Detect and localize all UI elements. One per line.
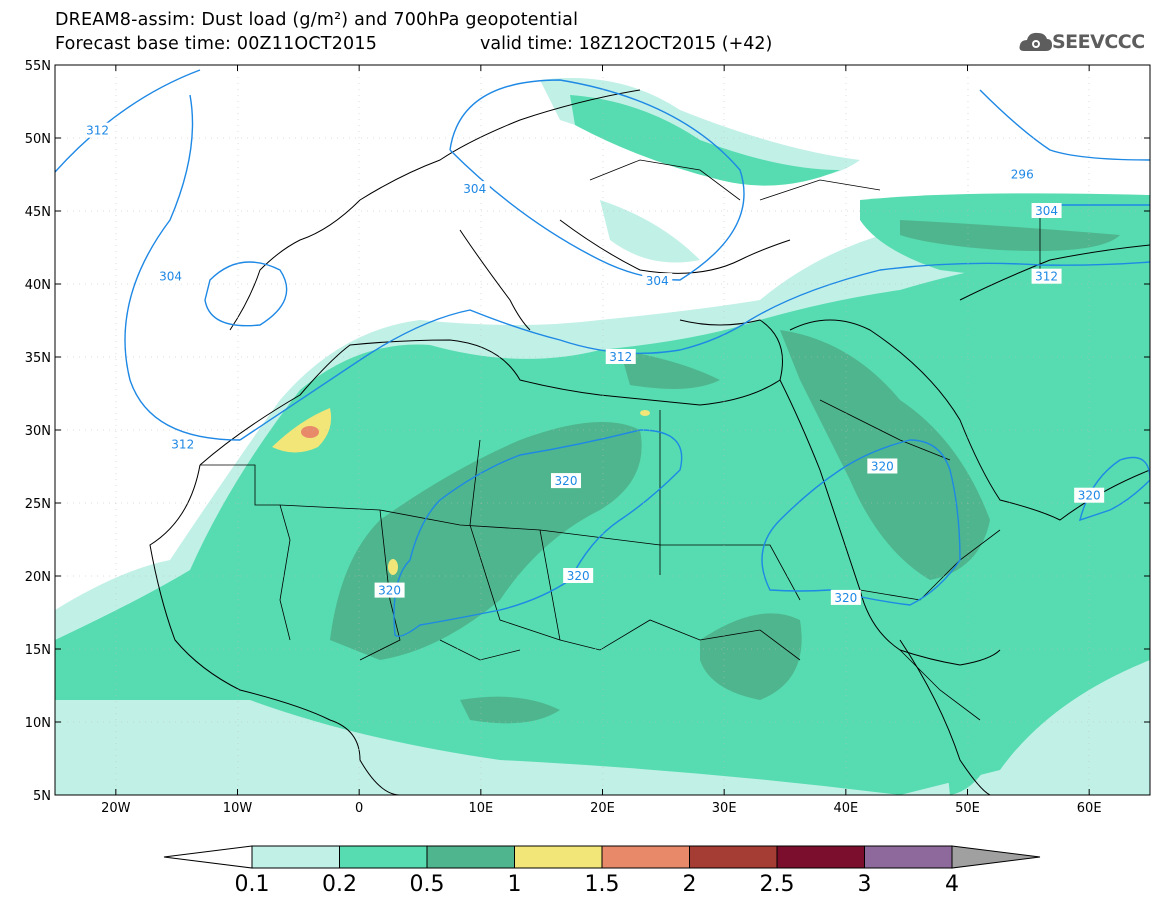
lat-tick-label: 10N <box>25 716 51 731</box>
contour-label: 312 <box>171 438 194 452</box>
contour-label-box <box>1074 487 1105 503</box>
contour-label-box <box>459 181 490 197</box>
lon-tick-label: 30E <box>712 801 737 816</box>
colorbar-segment <box>514 845 603 869</box>
longitude-axis: 20W 10W 0 10E 20E 30E 40E 50E 60E <box>101 65 1102 816</box>
colorbar-segment <box>689 845 778 869</box>
lat-tick-label: 30N <box>25 424 51 439</box>
map-title: DREAM8-assim: Dust load (g/m²) and 700hP… <box>55 10 579 30</box>
contour-label-box <box>155 268 186 284</box>
contour-label: 320 <box>1078 489 1101 503</box>
contour-label-box <box>374 582 405 598</box>
contour-label: 320 <box>378 584 401 598</box>
contour-label: 320 <box>555 474 578 488</box>
colorbar-segment <box>339 845 428 869</box>
colorbar-label: 1.5 <box>585 872 620 897</box>
colorbar-segment <box>601 845 690 869</box>
lat-tick-label: 55N <box>25 59 51 74</box>
logo-text: SEEVCCC <box>1052 31 1145 53</box>
lat-tick-label: 45N <box>25 205 51 220</box>
forecast-base-time: Forecast base time: 00Z11OCT2015 <box>55 34 378 54</box>
lat-tick-label: 15N <box>25 643 51 658</box>
contour-label-box <box>830 589 861 605</box>
contour-label: 320 <box>834 591 857 605</box>
lon-tick-label: 0 <box>355 801 363 816</box>
colorbar-lower-arrow <box>163 845 253 869</box>
contour-label-box <box>167 436 198 452</box>
lon-tick-label: 40E <box>833 801 858 816</box>
contour-label: 304 <box>159 270 182 284</box>
lat-tick-label: 5N <box>33 789 51 804</box>
colorbar-label: 2 <box>683 872 697 897</box>
contour-label: 312 <box>609 350 632 364</box>
contour-label: 304 <box>646 274 669 288</box>
colorbar-segment <box>251 845 340 869</box>
cloud-gear-icon <box>1019 32 1052 51</box>
colorbar-upper-arrow <box>951 845 1041 869</box>
contour-label-box <box>551 473 581 489</box>
colorbar-label: 0.5 <box>410 872 445 897</box>
lat-tick-label: 40N <box>25 278 51 293</box>
lat-tick-label: 20N <box>25 570 51 585</box>
contour-label-box <box>605 349 636 364</box>
contour-label-box <box>642 273 673 289</box>
contour-labels: 312 304 304 304 312 312 320 320 320 320 320 320 296 3… <box>82 122 1105 605</box>
contour-label: 304 <box>1035 204 1058 218</box>
colorbar-label: 2.5 <box>760 872 795 897</box>
contour-label: 312 <box>1035 270 1058 284</box>
lon-tick-label: 50E <box>955 801 980 816</box>
lat-tick-label: 25N <box>25 497 51 512</box>
colorbar-segment <box>426 845 515 869</box>
contour-label: 296 <box>1011 168 1034 182</box>
coastlines <box>149 89 1150 795</box>
lon-tick-label: 20E <box>590 801 615 816</box>
lon-tick-label: 10W <box>223 801 253 816</box>
lon-tick-label: 20W <box>101 801 131 816</box>
colorbar: 0.1 0.2 0.5 1 1.5 2 2.5 3 4 <box>163 845 1041 897</box>
lat-tick-label: 50N <box>25 132 51 147</box>
contour-label: 320 <box>871 460 894 474</box>
latitude-axis: 55N 50N 45N 40N 35N 30N 25N 20N 15N 10N 5N <box>25 59 1150 804</box>
colorbar-label: 1 <box>508 872 522 897</box>
lon-tick-label: 60E <box>1077 801 1102 816</box>
contour-label-box <box>563 568 594 583</box>
colorbar-label: 0.1 <box>235 872 270 897</box>
colorbar-label: 3 <box>858 872 872 897</box>
country-borders <box>200 159 1041 721</box>
contour-label-box <box>1007 166 1038 182</box>
lat-tick-label: 35N <box>25 351 51 366</box>
contour-label-box <box>1031 203 1062 218</box>
colorbar-segment <box>776 845 865 869</box>
contour-label-box <box>82 122 113 138</box>
contour-label: 320 <box>567 569 590 583</box>
lon-tick-label: 10E <box>468 801 493 816</box>
contour-label-box <box>1031 268 1062 284</box>
contour-label-box <box>867 458 898 474</box>
contour-label: 304 <box>463 182 486 196</box>
colorbar-segment <box>864 845 953 869</box>
colorbar-label: 4 <box>945 872 959 897</box>
contour-label: 312 <box>86 124 109 138</box>
colorbar-label: 0.2 <box>322 872 357 897</box>
valid-time: valid time: 18Z12OCT2015 (+42) <box>480 34 773 54</box>
